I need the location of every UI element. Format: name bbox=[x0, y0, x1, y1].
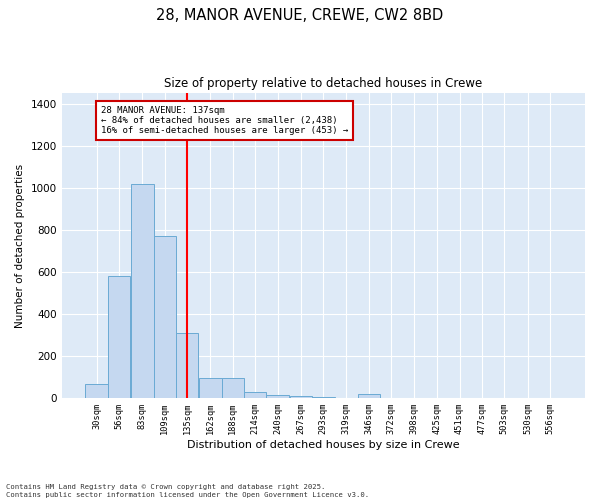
Bar bbox=[131, 184, 154, 398]
Bar bbox=[312, 397, 335, 398]
Bar bbox=[290, 396, 312, 398]
Bar bbox=[199, 378, 221, 398]
Bar bbox=[244, 392, 266, 398]
Y-axis label: Number of detached properties: Number of detached properties bbox=[15, 164, 25, 328]
Bar bbox=[266, 395, 289, 398]
Bar bbox=[221, 378, 244, 398]
Bar bbox=[108, 276, 130, 398]
Bar bbox=[358, 394, 380, 398]
X-axis label: Distribution of detached houses by size in Crewe: Distribution of detached houses by size … bbox=[187, 440, 460, 450]
Text: 28 MANOR AVENUE: 137sqm
← 84% of detached houses are smaller (2,438)
16% of semi: 28 MANOR AVENUE: 137sqm ← 84% of detache… bbox=[101, 106, 348, 136]
Text: 28, MANOR AVENUE, CREWE, CW2 8BD: 28, MANOR AVENUE, CREWE, CW2 8BD bbox=[157, 8, 443, 22]
Bar bbox=[154, 236, 176, 398]
Title: Size of property relative to detached houses in Crewe: Size of property relative to detached ho… bbox=[164, 78, 482, 90]
Bar bbox=[85, 384, 108, 398]
Bar bbox=[176, 333, 199, 398]
Text: Contains HM Land Registry data © Crown copyright and database right 2025.
Contai: Contains HM Land Registry data © Crown c… bbox=[6, 484, 369, 498]
